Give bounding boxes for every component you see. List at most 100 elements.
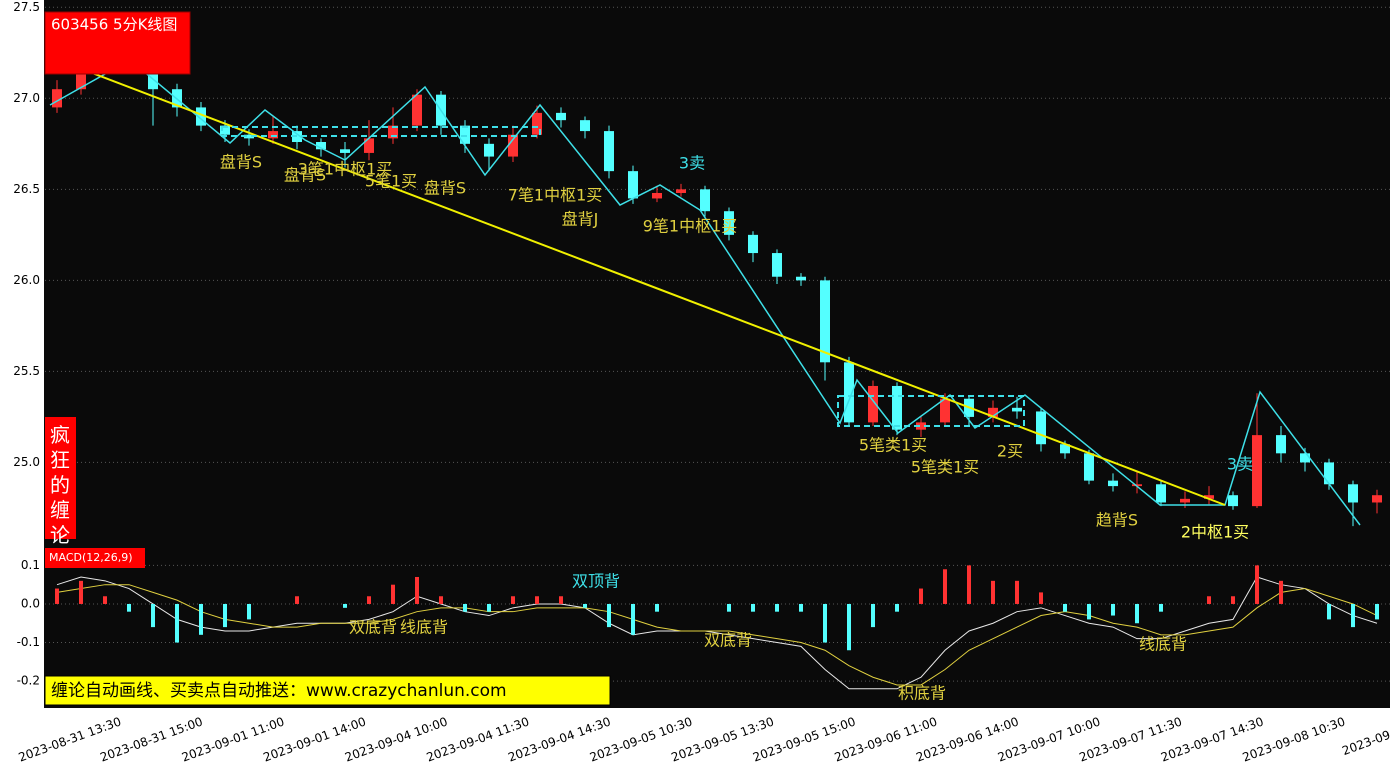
annotation: 趋背S [1096, 511, 1138, 530]
side-label: 疯狂的缠论 [50, 423, 70, 547]
candle-body [484, 143, 494, 157]
candle-body [940, 398, 950, 423]
annotation: 双底背 [704, 631, 752, 650]
candle-body [820, 280, 830, 363]
macd-bar [847, 603, 851, 651]
y-tick-label: 0.0 [21, 596, 40, 610]
candle-body [196, 107, 206, 126]
annotation: 5笔1买 [365, 172, 417, 191]
banner: 缠论自动画线、买卖点自动推送：www.crazychanlun.com [51, 681, 507, 701]
pivot-box [221, 126, 541, 137]
annotation: 盘背J [562, 210, 599, 229]
macd-bar [535, 596, 539, 604]
candle-body [748, 234, 758, 254]
candle-body [388, 125, 398, 139]
macd-bar [223, 603, 227, 628]
candle-body [244, 134, 254, 139]
side-box [45, 417, 76, 539]
candle-body [1252, 435, 1262, 507]
macd-bar [895, 603, 899, 612]
macd-bar [1039, 592, 1043, 604]
y-tick-label: 27.5 [13, 0, 40, 14]
candle-body [1084, 453, 1094, 481]
annotation: 3卖 [679, 154, 705, 173]
banner-box [44, 675, 611, 706]
y-tick-label: 25.0 [13, 455, 40, 469]
macd-bar [175, 603, 179, 643]
annotation: 2买 [997, 442, 1023, 461]
candle-body [1036, 411, 1046, 445]
candle-body [1108, 480, 1118, 487]
candle-body [1348, 484, 1358, 503]
annotation: 9笔1中枢1买 [643, 217, 738, 236]
candle-body [700, 189, 710, 212]
macd-bar [151, 603, 155, 628]
macd-bar [1015, 580, 1019, 604]
annotation: 5笔类1买 [859, 436, 927, 455]
macd-bar [919, 588, 923, 604]
macd-title-box [45, 548, 145, 568]
annotation: 盘背S [424, 179, 466, 198]
macd-bar [1351, 603, 1355, 628]
macd-bar [751, 603, 755, 612]
macd-bar [1135, 603, 1139, 624]
macd-line [56, 576, 1378, 690]
candle-body [412, 94, 422, 126]
macd-bar [583, 603, 587, 608]
candle-body [1132, 484, 1142, 487]
macd-bar [439, 596, 443, 604]
macd-bar [727, 603, 731, 612]
candle-body [652, 192, 662, 199]
macd-bar [103, 596, 107, 604]
candle-body [1060, 444, 1070, 454]
annotation: 2中枢1买 [1181, 523, 1249, 542]
trend-line [44, 54, 1226, 506]
annotation: 双顶背 [572, 572, 620, 591]
candle-body [76, 61, 86, 90]
y-tick-label: 0.1 [21, 558, 40, 572]
candle-body [340, 149, 350, 153]
candle-body [1276, 435, 1286, 454]
candle-body [1180, 498, 1190, 503]
macd-bar [655, 603, 659, 612]
title-box [44, 11, 191, 75]
macd-bar [79, 580, 83, 604]
candle-body [868, 385, 878, 423]
macd-bar [607, 603, 611, 628]
macd-bar [1327, 603, 1331, 620]
stroke-line [49, 59, 1361, 526]
candle-body [772, 253, 782, 277]
candle-body [532, 112, 542, 135]
candle-body [988, 407, 998, 417]
macd-bar [295, 596, 299, 604]
macd-bar [991, 580, 995, 604]
macd-bar [1111, 603, 1115, 616]
macd-bar [247, 603, 251, 620]
candle-body [268, 131, 278, 139]
chart-title: 603456 5分K线图 [51, 16, 177, 34]
y-tick-label: 25.5 [13, 364, 40, 378]
annotation: 盘背S [284, 166, 326, 185]
macd-bar [775, 603, 779, 612]
candle-body [796, 276, 806, 281]
macd-bar [799, 603, 803, 612]
candle-body [580, 120, 590, 132]
macd-bar [511, 596, 515, 604]
candle-body [460, 125, 470, 144]
y-tick-label: -0.2 [17, 674, 40, 688]
candle-body [556, 112, 566, 121]
macd-bar [415, 576, 419, 604]
candle-body [1324, 462, 1334, 485]
annotation: 线底背 [1139, 635, 1187, 654]
candle-body [52, 89, 62, 108]
annotation: 3卖 [1227, 455, 1253, 474]
macd-bar [199, 603, 203, 635]
candle-body [628, 171, 638, 199]
macd-bar [127, 603, 131, 612]
macd-bar [1231, 596, 1235, 604]
macd-bar [967, 565, 971, 604]
candle-body [916, 422, 926, 430]
plot [45, 6, 1390, 690]
candle-body [1156, 484, 1166, 503]
